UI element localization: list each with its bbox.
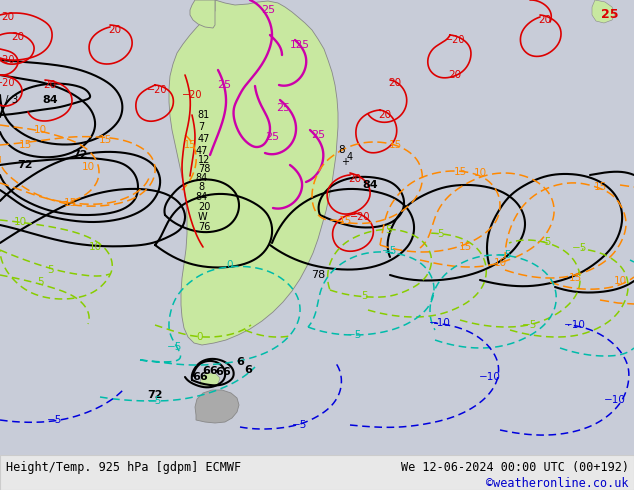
Text: 25: 25 xyxy=(601,8,619,22)
Text: 25: 25 xyxy=(261,5,275,15)
Text: −20: −20 xyxy=(350,212,370,222)
Text: 15: 15 xyxy=(98,135,112,145)
Text: 10: 10 xyxy=(88,242,101,252)
Text: −20: −20 xyxy=(146,85,167,95)
Text: 66: 66 xyxy=(192,372,208,382)
Text: −5: −5 xyxy=(382,246,398,256)
Text: 6: 6 xyxy=(236,357,244,367)
Text: 12: 12 xyxy=(198,155,210,165)
Text: 6: 6 xyxy=(244,365,252,375)
Text: 25: 25 xyxy=(311,130,325,140)
Text: −10: −10 xyxy=(429,318,451,328)
Text: 15: 15 xyxy=(18,140,32,150)
Text: 15: 15 xyxy=(184,140,196,150)
Text: 66: 66 xyxy=(202,366,218,376)
Text: 10: 10 xyxy=(474,168,486,178)
Text: 15: 15 xyxy=(389,140,401,150)
Text: 25: 25 xyxy=(276,103,290,113)
Text: 20: 20 xyxy=(389,78,401,88)
Text: 20: 20 xyxy=(448,70,462,80)
Text: 15: 15 xyxy=(339,216,352,226)
Text: −10: −10 xyxy=(564,320,586,330)
Text: 84: 84 xyxy=(195,173,207,183)
Polygon shape xyxy=(169,0,338,345)
Text: −5: −5 xyxy=(573,243,588,253)
Text: 20: 20 xyxy=(11,32,25,42)
Text: 47: 47 xyxy=(196,146,208,156)
Polygon shape xyxy=(195,390,239,423)
Text: 72: 72 xyxy=(147,390,163,400)
Text: −20: −20 xyxy=(0,55,15,65)
Polygon shape xyxy=(592,0,615,23)
Text: 15: 15 xyxy=(593,182,607,192)
Text: +: + xyxy=(341,157,349,167)
Polygon shape xyxy=(200,373,220,387)
Text: 5: 5 xyxy=(47,265,53,275)
Text: 72: 72 xyxy=(72,150,87,160)
Text: −5: −5 xyxy=(292,420,307,430)
Text: 5: 5 xyxy=(361,291,368,301)
Text: 15: 15 xyxy=(63,198,77,208)
Text: 5: 5 xyxy=(437,229,443,239)
Text: 78: 78 xyxy=(311,270,325,280)
Text: −10: −10 xyxy=(604,395,626,405)
Text: 10: 10 xyxy=(81,162,94,172)
Text: 0: 0 xyxy=(227,260,233,270)
Text: 81: 81 xyxy=(198,110,210,120)
Text: 20: 20 xyxy=(44,80,56,90)
Text: 15: 15 xyxy=(453,167,467,177)
Text: 4: 4 xyxy=(347,152,353,162)
Text: We 12-06-2024 00:00 UTC (00+192): We 12-06-2024 00:00 UTC (00+192) xyxy=(401,461,629,474)
Text: −5: −5 xyxy=(147,396,163,406)
Text: −10: −10 xyxy=(479,372,501,382)
Text: 84: 84 xyxy=(42,95,58,105)
Text: 0: 0 xyxy=(197,332,204,342)
Text: −5: −5 xyxy=(497,250,513,260)
Text: −20: −20 xyxy=(182,90,202,100)
Text: 7: 7 xyxy=(198,122,204,132)
Text: −20: −20 xyxy=(0,78,15,88)
Text: 25: 25 xyxy=(265,132,279,142)
Text: Height/Temp. 925 hPa [gdpm] ECMWF: Height/Temp. 925 hPa [gdpm] ECMWF xyxy=(6,461,241,474)
Text: ©weatheronline.co.uk: ©weatheronline.co.uk xyxy=(486,477,629,490)
Text: −5: −5 xyxy=(522,320,538,330)
Text: 66: 66 xyxy=(215,367,231,377)
Text: W: W xyxy=(197,212,207,222)
Text: 47: 47 xyxy=(198,134,210,144)
Text: 20: 20 xyxy=(349,174,361,184)
Text: 84: 84 xyxy=(196,192,208,202)
Text: 78: 78 xyxy=(198,164,210,174)
Text: 20: 20 xyxy=(538,15,552,25)
Text: 10: 10 xyxy=(614,276,626,286)
Text: 20: 20 xyxy=(378,110,392,120)
Text: 25: 25 xyxy=(217,80,231,90)
Text: 10: 10 xyxy=(34,125,46,135)
Text: 8: 8 xyxy=(198,182,204,192)
Polygon shape xyxy=(190,0,215,28)
Text: / 3: / 3 xyxy=(5,95,18,105)
Text: −5: −5 xyxy=(48,415,63,425)
Text: 84: 84 xyxy=(362,180,378,190)
Text: −5: −5 xyxy=(347,330,363,340)
Text: 76: 76 xyxy=(198,222,210,232)
Text: 20: 20 xyxy=(198,202,210,212)
Text: 10: 10 xyxy=(13,217,27,227)
Text: 20: 20 xyxy=(1,12,15,22)
Text: 125: 125 xyxy=(290,40,310,50)
Text: 10: 10 xyxy=(493,258,507,268)
Text: 8: 8 xyxy=(339,145,346,155)
Text: 15: 15 xyxy=(568,273,581,283)
Text: 5: 5 xyxy=(385,225,391,235)
Text: −5: −5 xyxy=(537,237,553,247)
Text: 5: 5 xyxy=(37,277,43,287)
Text: 15: 15 xyxy=(458,242,472,252)
Text: −5: −5 xyxy=(167,342,183,352)
Text: −20: −20 xyxy=(444,35,465,45)
Text: 72: 72 xyxy=(17,160,33,170)
Text: 20: 20 xyxy=(108,25,122,35)
